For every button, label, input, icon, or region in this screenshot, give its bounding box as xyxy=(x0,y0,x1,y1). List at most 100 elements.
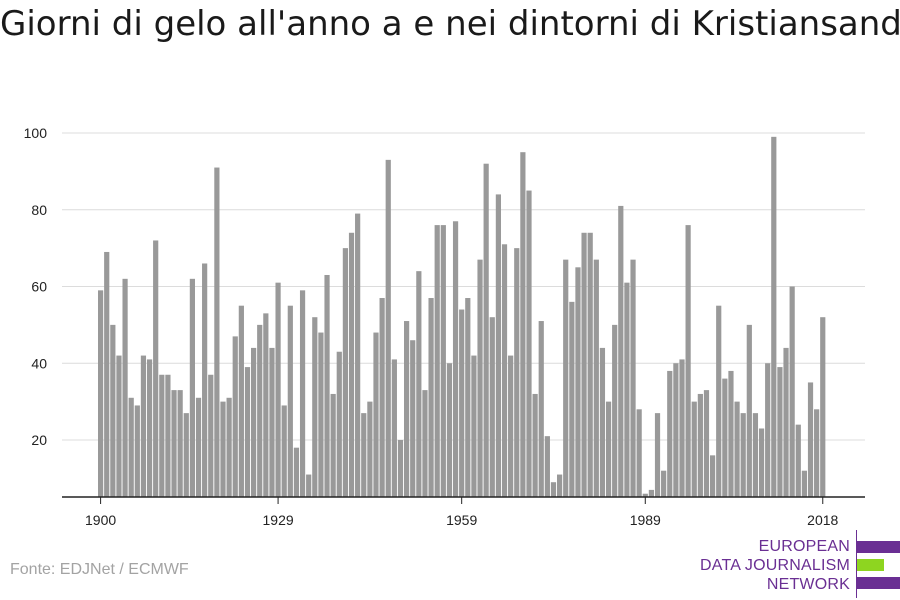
bar xyxy=(667,370,673,497)
bar xyxy=(397,440,404,497)
bar xyxy=(599,347,606,497)
bar xyxy=(587,232,593,497)
bar xyxy=(642,493,648,497)
bar xyxy=(263,313,269,497)
bar xyxy=(661,470,667,497)
bar xyxy=(348,232,355,497)
x-tick-label: 1929 xyxy=(263,512,294,528)
bar xyxy=(557,474,563,497)
bar xyxy=(159,374,165,497)
bar xyxy=(575,267,581,497)
bar xyxy=(710,455,716,497)
bar xyxy=(153,240,159,497)
bar xyxy=(691,401,697,497)
bar xyxy=(636,409,642,497)
bar xyxy=(385,159,391,498)
bar xyxy=(514,248,520,497)
bar xyxy=(789,286,795,497)
bar xyxy=(630,259,636,497)
bar xyxy=(134,405,140,497)
bar xyxy=(783,347,789,497)
bar xyxy=(746,324,752,497)
y-tick-label: 80 xyxy=(31,202,47,218)
bar xyxy=(654,413,661,497)
bar xyxy=(477,259,483,497)
bar xyxy=(220,401,226,497)
bar xyxy=(422,390,428,497)
bar xyxy=(416,271,422,497)
bar xyxy=(410,340,416,497)
bar xyxy=(758,428,765,497)
bar xyxy=(281,405,287,497)
logo-bar-purple-top xyxy=(857,541,900,553)
bar xyxy=(306,474,312,497)
bar xyxy=(728,370,734,497)
bar xyxy=(538,321,544,497)
bar xyxy=(379,298,385,497)
logo-bar-purple-bottom xyxy=(857,577,900,589)
source-note: Fonte: EDJNet / ECMWF xyxy=(10,561,189,578)
bar xyxy=(177,390,183,497)
logo-line-data-journalism: DATA JOURNALISM xyxy=(700,557,850,574)
y-tick-label: 60 xyxy=(31,279,47,295)
bar xyxy=(612,324,618,497)
bar xyxy=(226,397,232,497)
bar xyxy=(520,152,526,497)
bar xyxy=(244,367,251,497)
bar xyxy=(257,324,263,497)
bar xyxy=(195,397,202,497)
bar xyxy=(771,136,777,497)
edjnet-logo[interactable]: EUROPEAN DATA JOURNALISM NETWORK xyxy=(700,528,900,600)
bar xyxy=(801,470,807,497)
bar xyxy=(605,401,612,497)
bar xyxy=(526,190,532,497)
bar xyxy=(355,213,361,497)
bar xyxy=(465,298,471,497)
bar xyxy=(544,436,550,497)
bar xyxy=(795,424,801,497)
bar xyxy=(324,274,330,497)
bar xyxy=(685,225,691,497)
bar xyxy=(140,355,147,497)
bar xyxy=(697,393,703,497)
bar xyxy=(501,244,508,497)
bar xyxy=(495,194,501,497)
bar xyxy=(287,305,293,497)
bar xyxy=(814,409,820,497)
bar xyxy=(342,248,348,497)
bar xyxy=(722,378,728,497)
bar xyxy=(214,167,220,497)
bar xyxy=(122,278,128,497)
bar xyxy=(618,205,624,497)
bar xyxy=(299,290,306,497)
bar xyxy=(624,282,630,497)
y-axis: 20 40 60 80 100 xyxy=(24,125,48,448)
bar xyxy=(820,317,826,497)
bar xyxy=(330,393,336,497)
bar xyxy=(104,251,110,497)
bar xyxy=(471,355,477,497)
bar xyxy=(673,363,679,497)
bar xyxy=(110,324,116,497)
bar xyxy=(275,282,281,497)
bar xyxy=(116,355,122,497)
bar xyxy=(440,225,446,497)
bar xyxy=(128,397,134,497)
bar xyxy=(446,363,453,497)
bar xyxy=(165,374,171,497)
bar xyxy=(404,321,410,497)
x-tick-label: 1900 xyxy=(85,512,116,528)
bar xyxy=(765,363,771,497)
bar xyxy=(146,359,153,497)
bar xyxy=(483,163,489,497)
bar xyxy=(569,301,575,497)
bar xyxy=(269,347,275,497)
y-tick-label: 100 xyxy=(24,125,48,141)
bar xyxy=(550,482,557,497)
bar xyxy=(428,298,434,497)
bars xyxy=(98,136,826,498)
bar xyxy=(232,336,238,497)
bar xyxy=(807,382,814,497)
bar xyxy=(679,359,685,497)
